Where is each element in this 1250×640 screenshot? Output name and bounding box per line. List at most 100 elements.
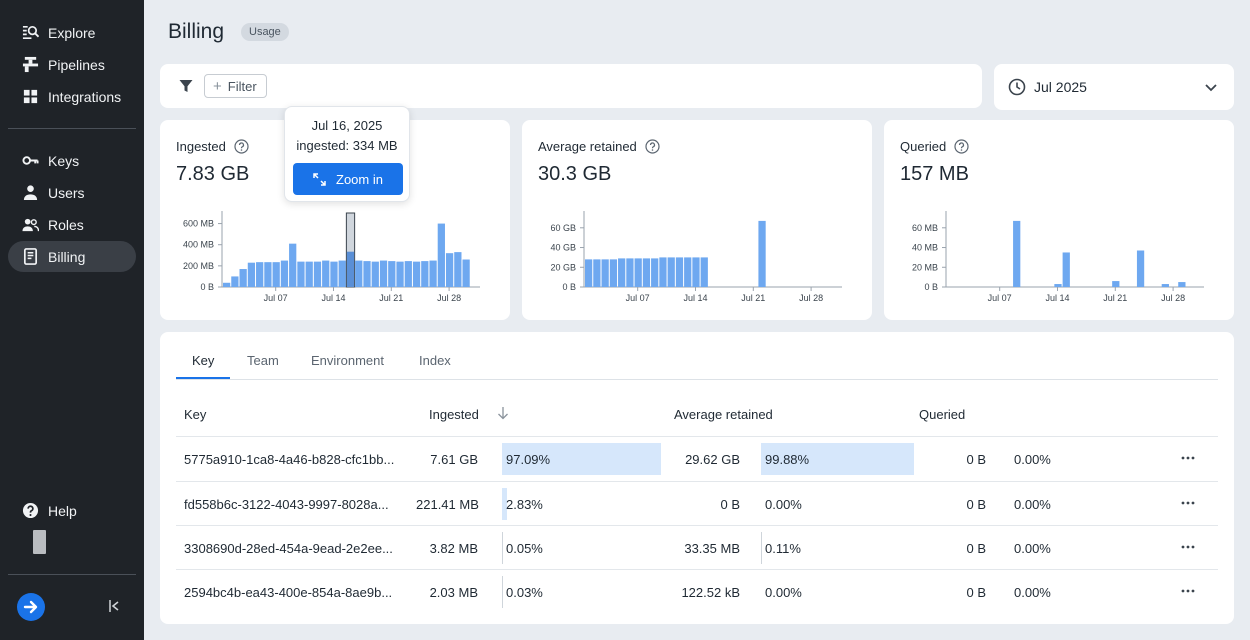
- chart-bar: [642, 258, 651, 287]
- ingested-percent: 0.03%: [506, 585, 543, 600]
- y-tick-label: 60 GB: [550, 223, 576, 233]
- integrations-icon: [21, 88, 39, 106]
- page-title: Billing: [168, 20, 225, 43]
- chart-bar: [692, 257, 700, 287]
- sidebar-item-label: Integrations: [48, 88, 122, 105]
- table-row[interactable]: 3308690d-28ed-454a-9ead-2e2ee... 3.82 MB 0…: [176, 525, 1218, 569]
- x-tick-label: Jul 14: [1045, 293, 1069, 303]
- tab-key[interactable]: Key: [192, 353, 215, 368]
- column-header-key[interactable]: Key: [184, 407, 207, 422]
- queried-chart[interactable]: 0 B 20 MB 40 MB 60 MB Jul 07 Jul 14 Jul 21 Jul …: [884, 200, 1234, 310]
- tab-bar: Key Team Environment Index: [176, 346, 1218, 380]
- tooltip-detail: ingested: 334 MB: [296, 138, 398, 153]
- sort-descending-icon[interactable]: [497, 406, 509, 420]
- ingested-value: 7.61 GB: [430, 452, 478, 467]
- chart-bar: [239, 269, 247, 287]
- more-options-icon[interactable]: [1180, 450, 1196, 466]
- chart-bar: [454, 252, 462, 287]
- ingested-label: Ingested: [176, 139, 249, 154]
- filter-icon[interactable]: [178, 78, 194, 94]
- key-id[interactable]: 3308690d-28ed-454a-9ead-2e2ee...: [184, 541, 393, 556]
- chart-bar: [322, 260, 330, 287]
- sidebar: Explore Pipelines Integrations Keys User…: [0, 0, 144, 640]
- date-range-select[interactable]: Jul 2025: [994, 64, 1234, 110]
- chart-bar: [1161, 284, 1169, 287]
- column-header-queried[interactable]: Queried: [919, 407, 966, 422]
- usage-badge: Usage: [241, 23, 289, 41]
- chart-bar: [223, 282, 231, 287]
- ingested-percent: 0.05%: [506, 541, 543, 556]
- more-options-icon[interactable]: [1180, 583, 1196, 599]
- chart-bar: [618, 258, 626, 287]
- chart-bar: [297, 261, 305, 287]
- table-row[interactable]: 5775a910-1ca8-4a46-b828-cfc1bb... 7.61 GB…: [176, 436, 1218, 480]
- tooltip-date: Jul 16, 2025: [311, 118, 383, 133]
- x-tick-label: Jul 07: [626, 293, 650, 303]
- chart-bar: [396, 261, 404, 287]
- help-icon: [21, 502, 39, 520]
- chart-bar: [1062, 252, 1070, 287]
- tab-environment[interactable]: Environment: [311, 353, 384, 368]
- tab-team[interactable]: Team: [247, 353, 279, 368]
- chart-bar: [371, 261, 379, 287]
- chart-bar: [445, 253, 454, 287]
- key-id[interactable]: 2594bc4b-ea43-400e-854a-8ae9b...: [184, 585, 393, 600]
- explore-icon: [21, 24, 39, 42]
- chart-bar: [634, 258, 642, 287]
- retained-percent: 0.11%: [765, 541, 801, 556]
- retained-chart[interactable]: 0 B 20 GB 40 GB 60 GB Jul 07 Jul 14 Jul 21 Jul …: [522, 200, 872, 310]
- ingested-chart[interactable]: 0 B 200 MB 400 MB 600 MB Jul 07 Jul 14 Jul 21 J…: [160, 200, 510, 310]
- app-logo-icon[interactable]: [17, 593, 45, 621]
- filter-bar: + Filter: [160, 64, 982, 108]
- sidebar-item-keys[interactable]: Keys: [8, 145, 136, 176]
- zoom-in-button[interactable]: Zoom in: [293, 163, 403, 195]
- ingested-value: 221.41 MB: [416, 497, 479, 512]
- chart-bar: [659, 257, 667, 287]
- table-row[interactable]: fd558b6c-3122-4043-9997-8028a... 221.41 M…: [176, 481, 1218, 525]
- add-filter-button[interactable]: + Filter: [204, 74, 267, 98]
- sidebar-item-roles[interactable]: Roles: [8, 209, 136, 240]
- queried-percent: 0.00%: [1014, 585, 1051, 600]
- key-id[interactable]: 5775a910-1ca8-4a46-b828-cfc1bb...: [184, 452, 395, 467]
- chart-bar: [667, 257, 675, 287]
- y-tick-label: 600 MB: [183, 219, 214, 229]
- chart-bar: [363, 261, 371, 287]
- expand-icon: [313, 172, 326, 186]
- queried-value: 0 B: [966, 541, 986, 556]
- column-header-ingested[interactable]: Ingested: [429, 407, 479, 422]
- sidebar-item-users[interactable]: Users: [8, 177, 136, 208]
- metric-title: Ingested: [176, 139, 226, 154]
- chart-bar: [388, 261, 396, 287]
- clock-icon: [1008, 78, 1026, 96]
- retained-value: 33.35 MB: [684, 541, 740, 556]
- key-icon: [21, 152, 39, 170]
- sidebar-item-explore[interactable]: Explore: [8, 17, 136, 48]
- chart-bar: [1013, 220, 1021, 287]
- ingested-percent: 97.09%: [506, 452, 551, 467]
- help-circle-icon[interactable]: [645, 139, 660, 154]
- sidebar-item-pipelines[interactable]: Pipelines: [8, 49, 136, 80]
- more-options-icon[interactable]: [1180, 539, 1196, 555]
- queried-label: Queried: [900, 139, 969, 154]
- table-row[interactable]: 2594bc4b-ea43-400e-854a-8ae9b... 2.03 MB 0…: [176, 569, 1218, 613]
- help-circle-icon[interactable]: [954, 139, 969, 154]
- collapse-sidebar-icon[interactable]: [106, 598, 122, 614]
- retained-label: Average retained: [538, 139, 660, 154]
- chart-bar: [437, 223, 445, 287]
- chart-bar: [272, 262, 280, 287]
- chart-bar: [429, 260, 437, 287]
- tab-index[interactable]: Index: [419, 353, 451, 368]
- chart-bar: [338, 260, 346, 287]
- sidebar-item-help[interactable]: Help: [8, 495, 136, 526]
- help-circle-icon[interactable]: [234, 139, 249, 154]
- ingested-percent: 2.83%: [506, 497, 543, 512]
- avatar[interactable]: [33, 530, 46, 554]
- chart-bar: [1054, 284, 1062, 287]
- more-options-icon[interactable]: [1180, 495, 1196, 511]
- retained-value: 29.62 GB: [685, 452, 740, 467]
- key-id[interactable]: fd558b6c-3122-4043-9997-8028a...: [184, 497, 389, 512]
- sidebar-item-integrations[interactable]: Integrations: [8, 81, 136, 112]
- sidebar-item-billing[interactable]: Billing: [8, 241, 136, 272]
- column-header-average-retained[interactable]: Average retained: [674, 407, 773, 422]
- chart-bar: [593, 259, 601, 287]
